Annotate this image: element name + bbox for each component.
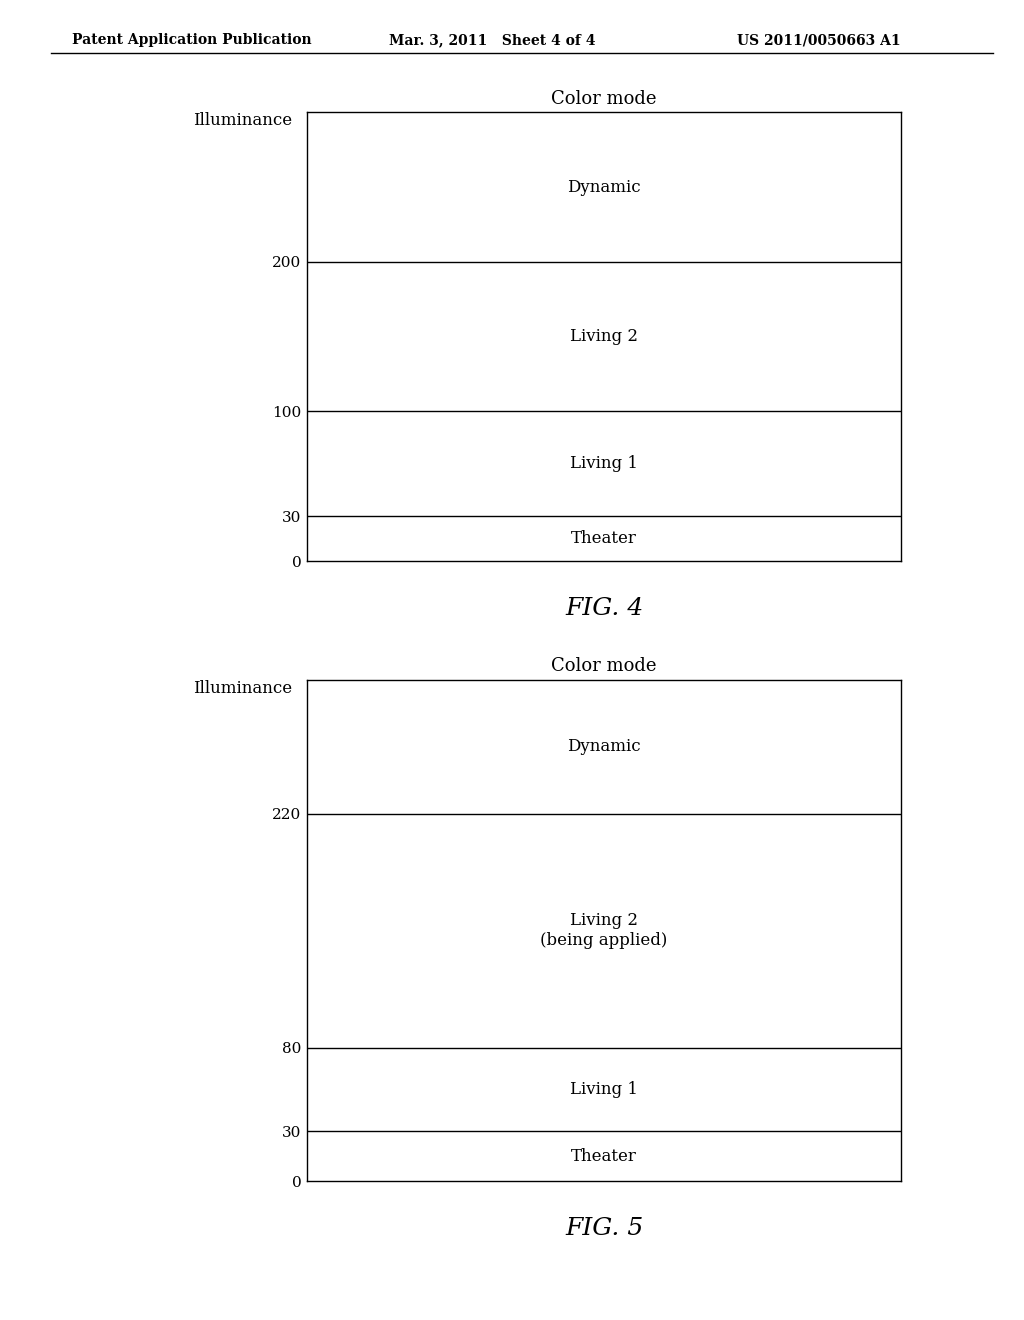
Text: Theater: Theater: [571, 1148, 637, 1164]
Text: Patent Application Publication: Patent Application Publication: [72, 33, 311, 48]
Text: Dynamic: Dynamic: [567, 178, 641, 195]
Text: Illuminance: Illuminance: [193, 112, 292, 129]
Text: Dynamic: Dynamic: [567, 738, 641, 755]
Text: FIG. 4: FIG. 4: [565, 597, 643, 619]
Text: FIG. 5: FIG. 5: [565, 1217, 643, 1239]
Text: Living 1: Living 1: [570, 1081, 638, 1098]
Text: Living 1: Living 1: [570, 455, 638, 473]
Text: Mar. 3, 2011   Sheet 4 of 4: Mar. 3, 2011 Sheet 4 of 4: [389, 33, 596, 48]
Title: Color mode: Color mode: [551, 657, 657, 676]
Text: Theater: Theater: [571, 531, 637, 546]
Text: Living 2
(being applied): Living 2 (being applied): [541, 912, 668, 949]
Text: Illuminance: Illuminance: [193, 680, 292, 697]
Text: Living 2: Living 2: [570, 329, 638, 345]
Text: US 2011/0050663 A1: US 2011/0050663 A1: [737, 33, 901, 48]
Title: Color mode: Color mode: [551, 90, 657, 108]
